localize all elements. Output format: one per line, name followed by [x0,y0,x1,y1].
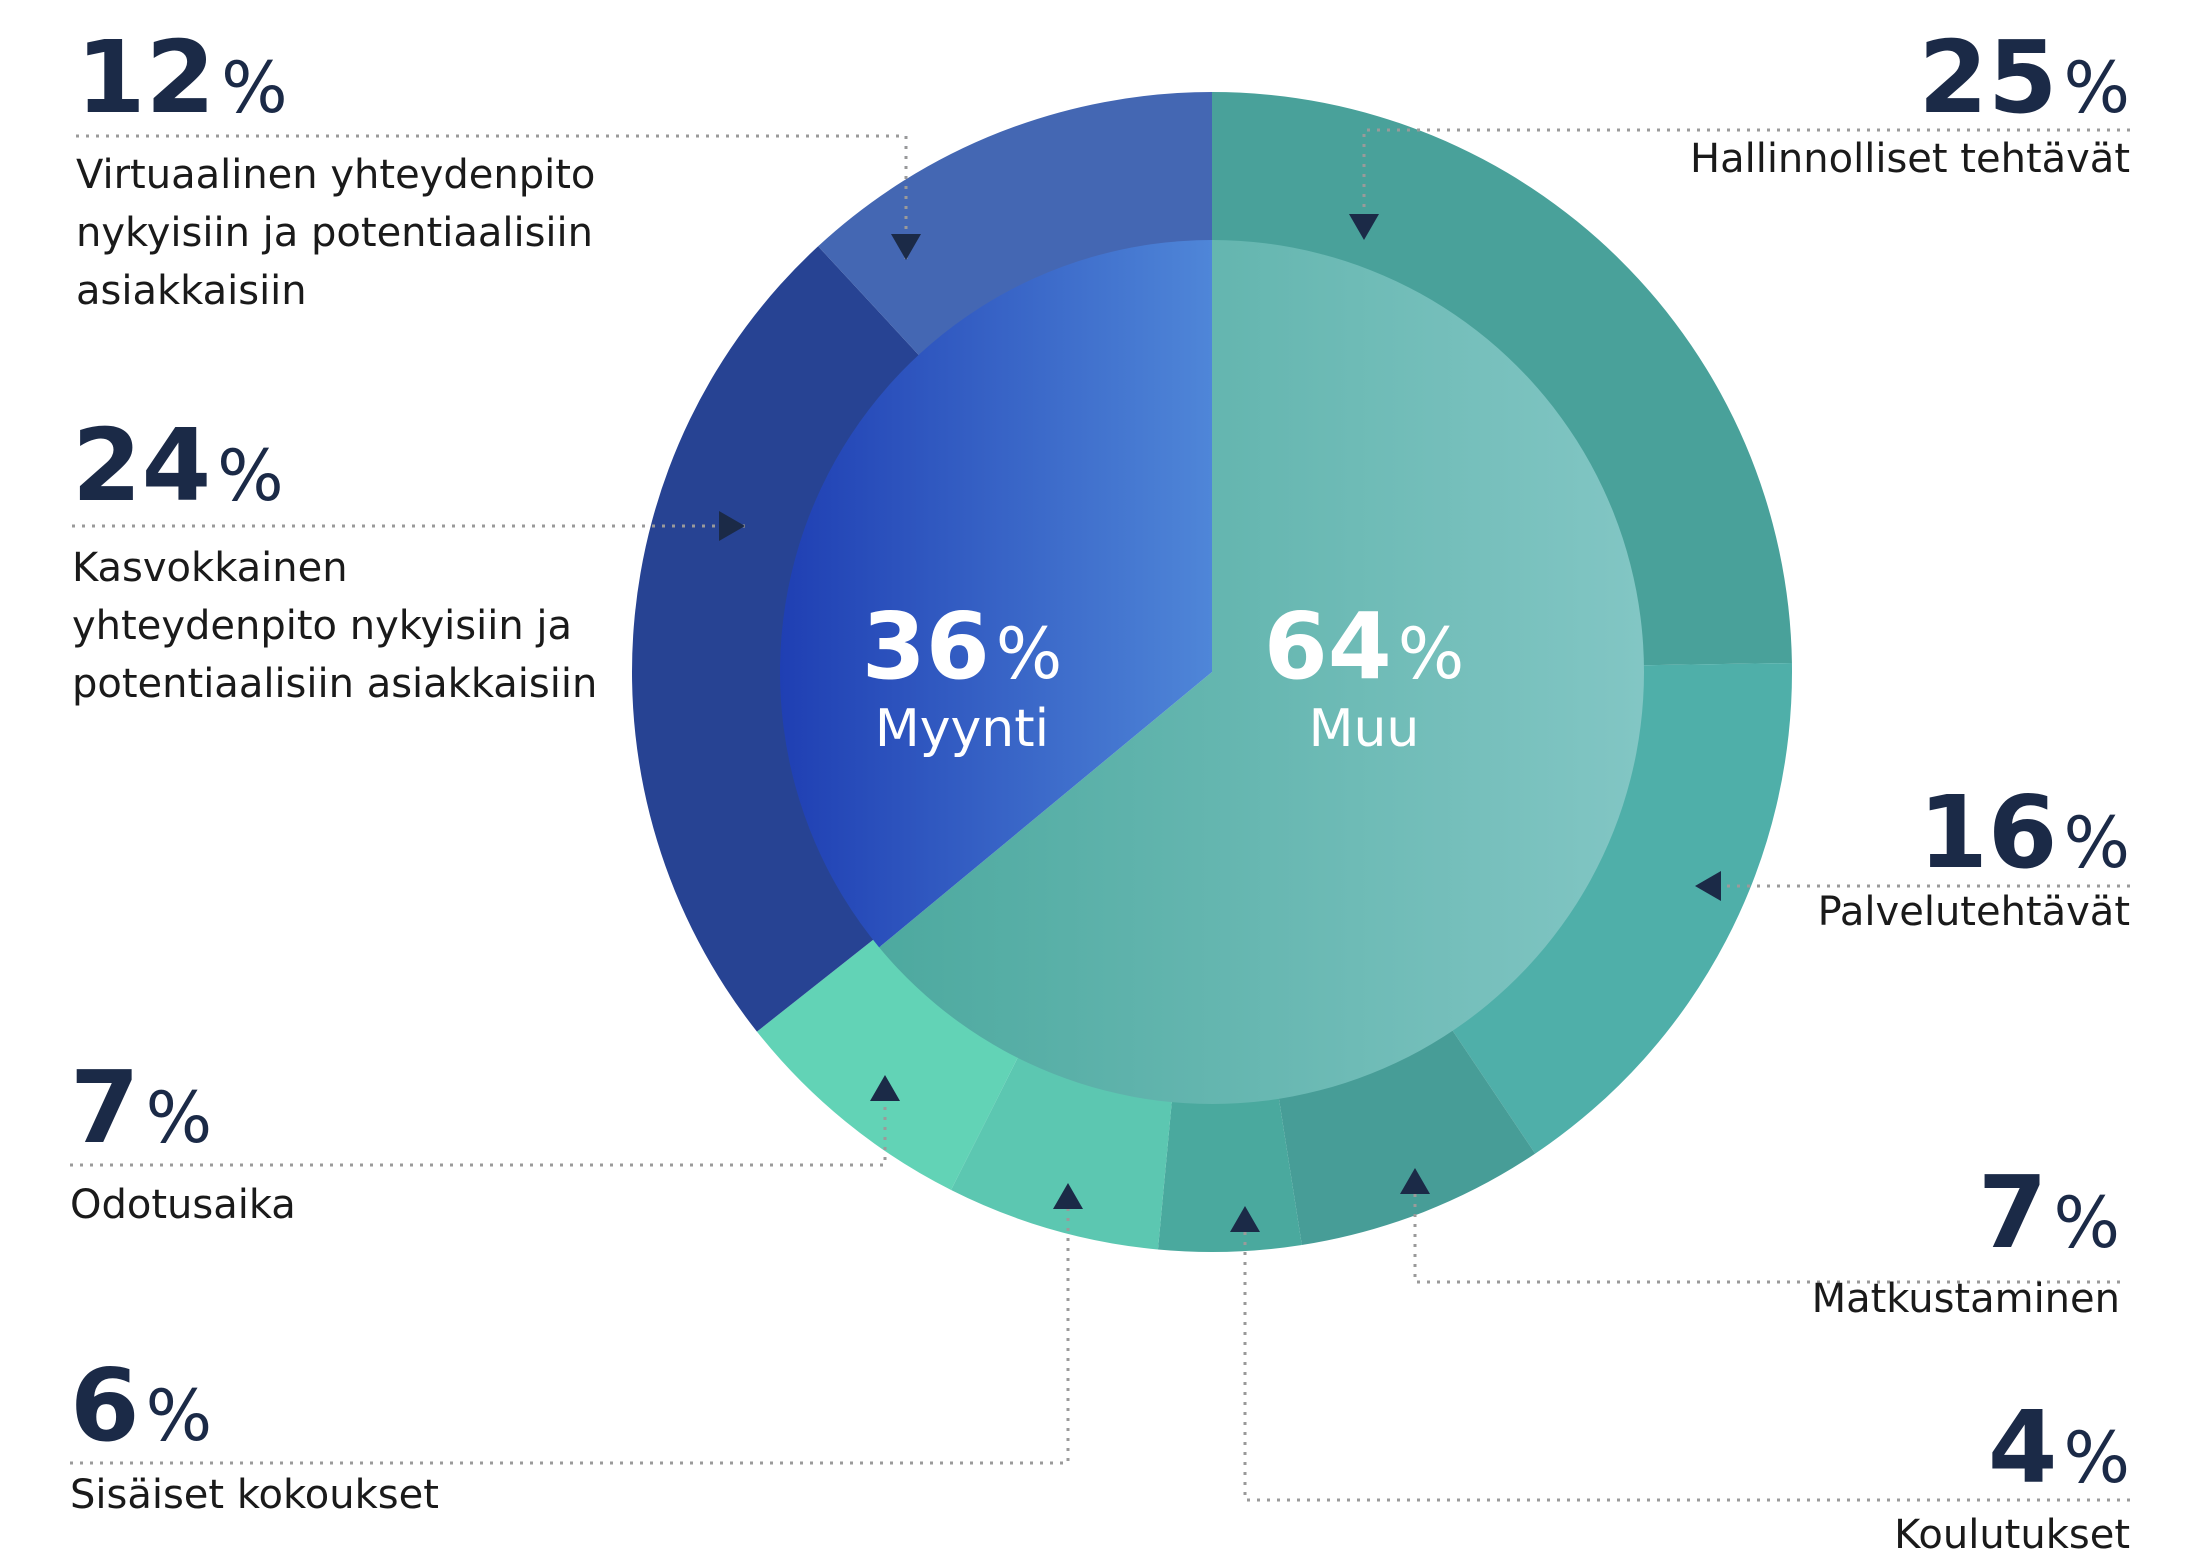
percent-number: 7 [1978,1154,2048,1271]
arrow-icon [719,511,745,541]
center-label-muu: Muu [1309,699,1420,759]
category-label-matkustaminen: Matkustaminen [1812,1276,2120,1322]
percent-label-hallinnolliset-tehtavat: 25% [1918,19,2130,136]
leader-line-odotusaika [70,1075,887,1167]
percent-sign: % [146,1077,213,1159]
percent-label-sisaiset-kokoukset: 6% [70,1347,212,1464]
center-percent-number: 36 [862,593,990,700]
percent-label-palvelutehtavat: 16% [1918,774,2130,891]
segment-labels: 25%Hallinnolliset tehtävät16%Palveluteht… [70,19,2130,1558]
category-label-odotusaika: Odotusaika [70,1182,296,1228]
percent-sign: % [2063,802,2130,884]
percent-number: 16 [1918,774,2057,891]
arrow-icon [1230,1206,1260,1232]
arrow-icon [1349,214,1379,240]
percent-sign: % [2053,1182,2120,1264]
percent-number: 7 [70,1049,140,1166]
category-label-kasvokkainen: yhteydenpito nykyisiin ja [72,603,572,649]
leader-lines [70,128,2130,1502]
leader-line-sisaiset-kokoukset [70,1183,1070,1465]
percent-label-matkustaminen: 7% [1978,1154,2120,1271]
percent-sign: % [2063,1417,2130,1499]
category-label-hallinnolliset-tehtavat: Hallinnolliset tehtävät [1690,136,2130,182]
category-label-virtuaalinen-yhteydenpito: nykyisiin ja potentiaalisiin [76,210,593,256]
category-label-sisaiset-kokoukset: Sisäiset kokoukset [70,1472,439,1518]
pie-slice-muu [879,240,1645,1105]
category-label-koulutukset: Koulutukset [1894,1512,2130,1558]
center-percent-muu: 64% [1264,593,1465,700]
category-label-virtuaalinen-yhteydenpito: Virtuaalinen yhteydenpito [76,152,595,198]
ring-segment-koulutukset [1157,1096,1302,1252]
percent-label-virtuaalinen-yhteydenpito: 12% [76,19,288,136]
center-percent-number: 64 [1264,593,1392,700]
pie-slice-myynti [780,240,1212,948]
leader-line-matkustaminen [1413,1168,2120,1284]
leader-line-virtuaalinen-yhteydenpito [76,134,908,260]
ring-segment-odotusaika [756,938,1019,1191]
percent-label-odotusaika: 7% [70,1049,212,1166]
arrow-icon [870,1075,900,1101]
arrow-icon [1053,1183,1083,1209]
center-percent-myynti: 36% [862,593,1063,700]
ring-segment-virtuaalinen-yhteydenpito [818,92,1212,357]
percent-sign: % [2063,47,2130,129]
ring-segment-hallinnolliset-tehtavat [1212,92,1792,666]
arrow-icon [891,234,921,260]
category-label-kasvokkainen: Kasvokkainen [72,545,348,591]
ring-segment-sisaiset-kokoukset [951,1056,1172,1250]
arrow-icon [1400,1168,1430,1194]
percent-label-koulutukset: 4% [1988,1389,2130,1506]
percent-number: 6 [70,1347,140,1464]
percent-number: 24 [72,407,211,524]
percent-number: 12 [76,19,215,136]
center-percent-sign: % [1398,613,1465,695]
category-label-virtuaalinen-yhteydenpito: asiakkaisiin [76,268,307,314]
percent-sign: % [217,435,284,517]
center-percent-sign: % [996,613,1063,695]
category-label-palvelutehtavat: Palvelutehtävät [1818,889,2130,935]
percent-sign: % [221,47,288,129]
percent-sign: % [146,1375,213,1457]
arrow-icon [1695,871,1721,901]
percent-label-kasvokkainen: 24% [72,407,284,524]
leader-line-koulutukset [1243,1206,2130,1502]
ring-segment-palvelutehtavat [1451,662,1792,1154]
percent-number: 4 [1988,1389,2058,1506]
category-label-kasvokkainen: potentiaalisiin asiakkaisiin [72,661,597,707]
percent-number: 25 [1918,19,2057,136]
center-label-myynti: Myynti [875,699,1049,759]
inner-pie [780,240,1645,1105]
